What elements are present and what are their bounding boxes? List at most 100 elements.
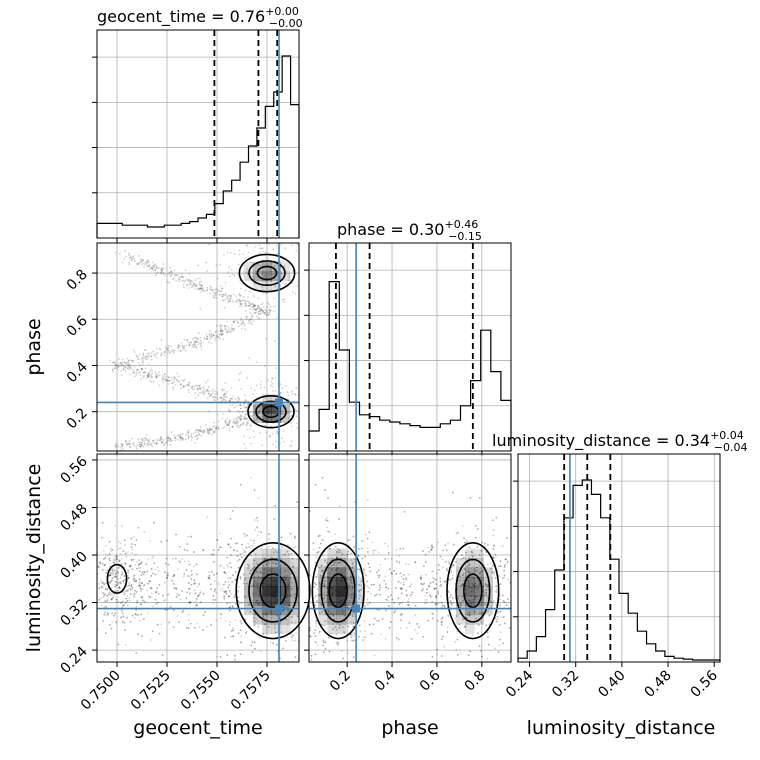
sample-point bbox=[194, 279, 197, 282]
sample-point bbox=[118, 586, 121, 589]
sample-point bbox=[227, 543, 230, 546]
sample-point bbox=[254, 269, 257, 272]
sample-point bbox=[265, 431, 268, 434]
sample-point bbox=[120, 616, 122, 619]
sample-point bbox=[163, 373, 166, 376]
sample-point bbox=[274, 389, 277, 392]
sample-point bbox=[398, 561, 401, 564]
sample-point bbox=[146, 374, 149, 377]
sample-point bbox=[187, 287, 190, 289]
sample-point bbox=[177, 380, 179, 383]
sample-point bbox=[246, 534, 248, 537]
sample-point bbox=[140, 378, 142, 380]
sample-point bbox=[223, 394, 225, 397]
sample-point bbox=[227, 271, 230, 274]
sample-point bbox=[181, 273, 184, 276]
sample-point bbox=[190, 573, 193, 576]
sample-point bbox=[201, 431, 204, 434]
sample-point bbox=[147, 265, 150, 268]
y-axis-label-phase: phase bbox=[23, 318, 45, 375]
sample-point bbox=[135, 591, 138, 593]
sample-point bbox=[402, 581, 405, 584]
sample-point bbox=[395, 573, 398, 575]
sample-point bbox=[198, 583, 201, 585]
sample-point bbox=[244, 399, 246, 402]
sample-point bbox=[439, 580, 442, 583]
sample-point bbox=[203, 387, 206, 390]
density-cell bbox=[253, 403, 263, 414]
sample-point bbox=[144, 349, 147, 352]
sample-point bbox=[400, 592, 403, 595]
sample-point bbox=[372, 623, 375, 626]
sample-point bbox=[150, 442, 153, 445]
sample-point bbox=[263, 312, 266, 315]
density-cell bbox=[262, 394, 272, 405]
sample-point bbox=[237, 589, 239, 592]
sample-point bbox=[390, 594, 392, 596]
sample-point bbox=[194, 341, 197, 344]
sample-point bbox=[214, 330, 217, 333]
sample-point bbox=[252, 430, 255, 433]
sample-point bbox=[212, 549, 215, 552]
sample-point bbox=[128, 366, 131, 369]
sample-point bbox=[101, 562, 104, 565]
sample-point bbox=[232, 320, 235, 323]
sample-point bbox=[395, 560, 398, 563]
sample-point bbox=[284, 384, 287, 387]
sample-point bbox=[231, 404, 234, 406]
title-minus: −0.00 bbox=[269, 17, 303, 30]
sample-point bbox=[168, 272, 171, 275]
sample-point bbox=[109, 572, 112, 574]
sample-point bbox=[160, 540, 163, 543]
sample-point bbox=[223, 570, 226, 573]
sample-point bbox=[291, 557, 294, 560]
sample-point bbox=[328, 636, 330, 639]
sample-point bbox=[164, 375, 167, 378]
sample-point bbox=[271, 274, 274, 277]
sample-point bbox=[143, 600, 146, 603]
sample-point bbox=[180, 276, 183, 278]
sample-point bbox=[194, 431, 197, 433]
sample-point bbox=[244, 417, 247, 420]
sample-point bbox=[290, 244, 293, 247]
sample-point bbox=[257, 312, 260, 315]
sample-point bbox=[184, 438, 187, 441]
sample-point bbox=[196, 384, 199, 387]
sample-point bbox=[505, 562, 508, 565]
sample-point bbox=[271, 390, 274, 392]
sample-point bbox=[387, 599, 389, 602]
sample-point bbox=[224, 393, 227, 396]
sample-point bbox=[256, 563, 259, 566]
sample-point bbox=[265, 309, 268, 312]
sample-point bbox=[143, 571, 146, 573]
sample-point bbox=[121, 444, 123, 447]
sample-point bbox=[501, 577, 504, 579]
sample-point bbox=[231, 605, 234, 608]
sample-point bbox=[228, 275, 231, 278]
sample-point bbox=[293, 537, 296, 539]
sample-point bbox=[250, 387, 253, 390]
sample-point bbox=[114, 585, 117, 588]
sample-point bbox=[182, 609, 185, 612]
sample-point bbox=[127, 363, 129, 366]
sample-point bbox=[290, 440, 293, 443]
sample-point bbox=[143, 571, 146, 573]
sample-point bbox=[141, 368, 143, 371]
sample-point bbox=[233, 252, 236, 255]
sample-point bbox=[296, 285, 299, 287]
sample-point bbox=[146, 261, 149, 263]
sample-point bbox=[238, 249, 241, 252]
sample-point bbox=[256, 418, 258, 421]
sample-point bbox=[265, 338, 268, 340]
sample-point bbox=[164, 378, 166, 381]
sample-point bbox=[262, 305, 265, 308]
sample-point bbox=[175, 533, 177, 536]
sample-point bbox=[145, 563, 148, 566]
sample-point bbox=[151, 630, 154, 633]
sample-point bbox=[210, 588, 212, 590]
sample-point bbox=[314, 604, 317, 606]
sample-point bbox=[369, 570, 372, 573]
sample-point bbox=[164, 351, 166, 354]
sample-point bbox=[372, 552, 375, 555]
sample-point bbox=[147, 356, 150, 359]
